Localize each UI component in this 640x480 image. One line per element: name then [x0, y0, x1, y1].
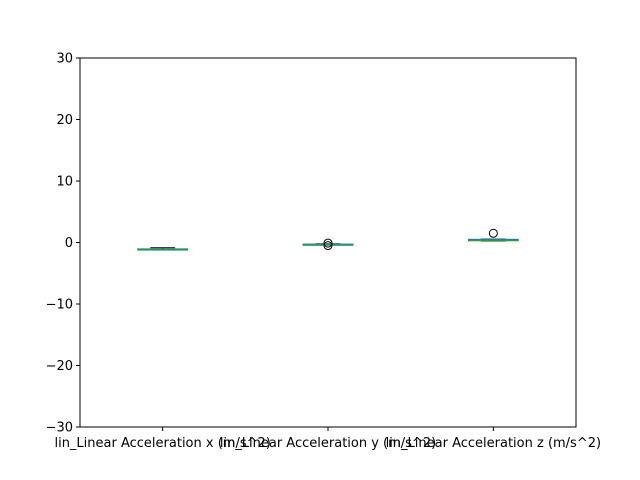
y-tick-label: −10 [46, 298, 73, 313]
box-1 [137, 247, 189, 251]
y-axis: −30 −20 −10 0 10 20 30 [46, 52, 80, 436]
y-tick-label: −30 [46, 421, 73, 436]
x-tick-label: lin_Linear Acceleration z (m/s^2) [386, 436, 602, 451]
box-3 [467, 228, 519, 242]
y-tick-label: 30 [56, 52, 73, 67]
plot-area [79, 57, 577, 428]
y-tick-label: −20 [46, 359, 73, 374]
outlier-point [323, 238, 333, 248]
outlier-point [488, 228, 498, 238]
x-tick-label: lin_Linear Acceleration x (m/s^2) [54, 436, 270, 451]
y-tick-label: 20 [56, 113, 73, 128]
y-tick-label: 0 [65, 236, 73, 251]
y-tick-label: 10 [56, 175, 73, 190]
outlier-point [323, 241, 333, 251]
box-2 [302, 238, 354, 251]
x-tick-label: lin_Linear Acceleration y (m/s^2) [220, 436, 436, 451]
box-series [137, 228, 519, 251]
x-axis: lin_Linear Acceleration x (m/s^2)lin_Lin… [54, 427, 601, 451]
